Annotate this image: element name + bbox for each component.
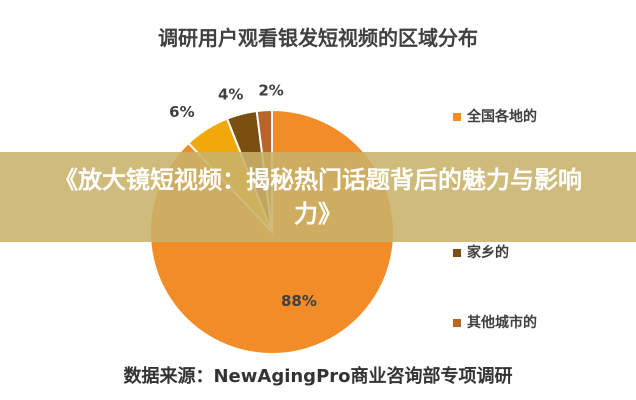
legend-swatch-0 bbox=[453, 113, 461, 121]
slice-label-1: 6% bbox=[169, 103, 194, 121]
banner-title: 《放大镜短视频：揭秘热门话题背后的魅力与影响力》 bbox=[54, 166, 582, 228]
legend-swatch-2 bbox=[453, 249, 461, 257]
legend-item-2: 家乡的 bbox=[453, 242, 509, 262]
slice-label-3: 2% bbox=[258, 81, 283, 99]
legend-label-2: 家乡的 bbox=[467, 245, 509, 261]
source-note: 数据来源：NewAgingPro商业咨询部专项调研 bbox=[123, 366, 513, 387]
slice-label-2: 4% bbox=[218, 85, 243, 103]
legend-item-0: 全国各地的 bbox=[453, 106, 537, 126]
legend-label-3: 其他城市的 bbox=[467, 315, 537, 331]
legend-swatch-3 bbox=[453, 319, 461, 327]
chart-title: 调研用户观看银发短视频的区域分布 bbox=[158, 26, 478, 50]
legend-item-3: 其他城市的 bbox=[453, 312, 537, 332]
legend-label-0: 全国各地的 bbox=[467, 109, 537, 125]
title-banner: 《放大镜短视频：揭秘热门话题背后的魅力与影响力》 bbox=[0, 152, 636, 242]
slice-label-0: 88% bbox=[281, 292, 317, 310]
